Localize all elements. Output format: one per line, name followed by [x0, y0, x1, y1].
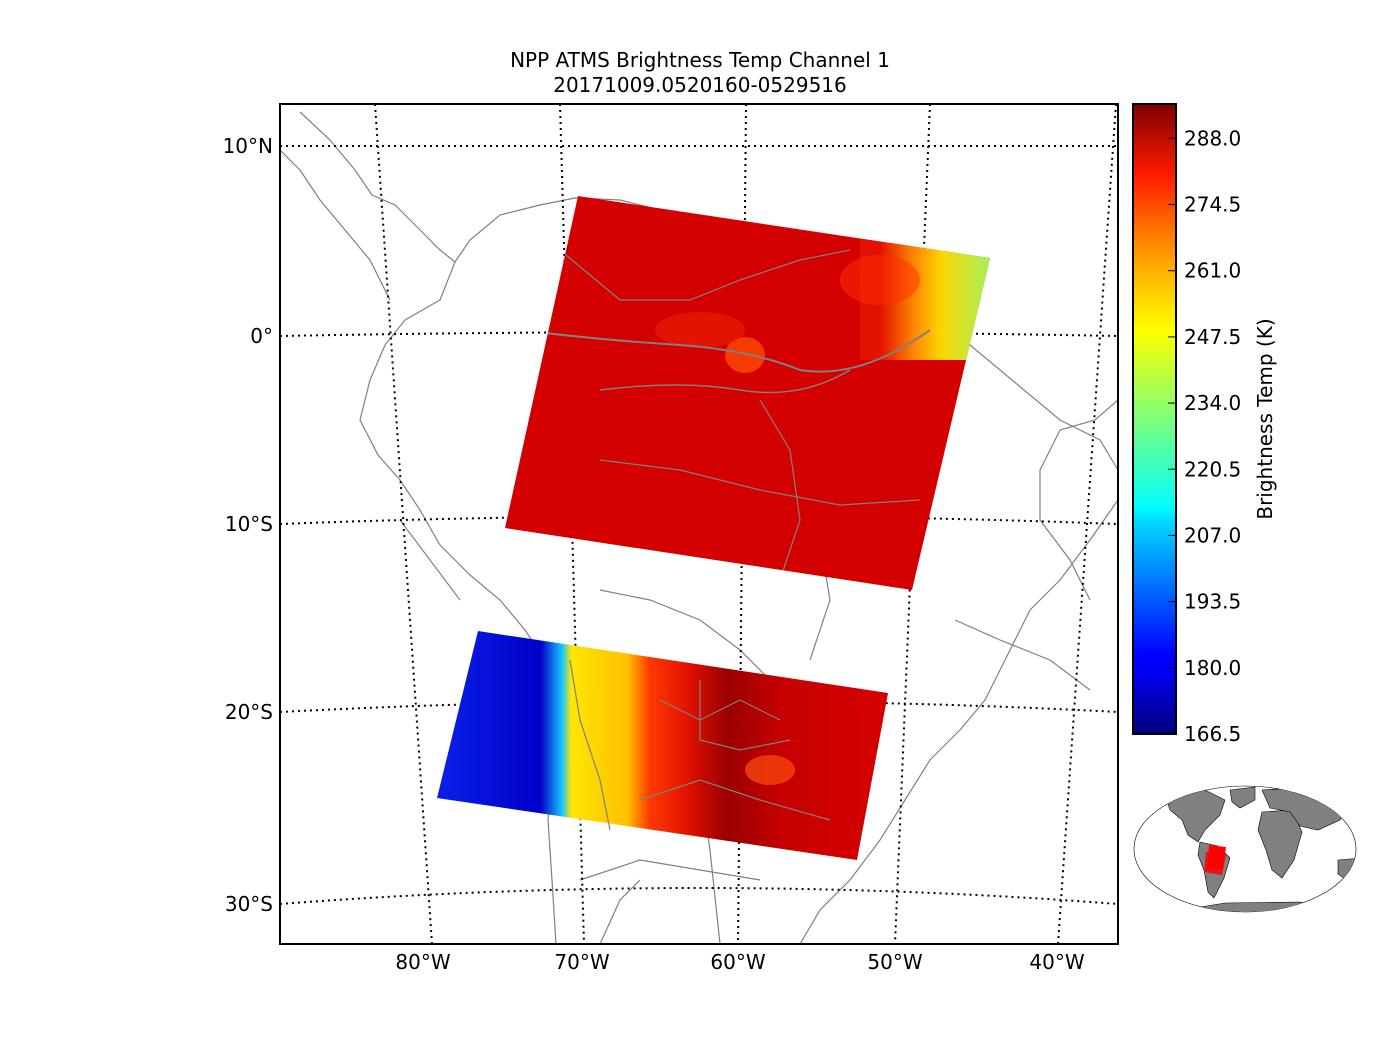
lon-label: 50°W	[867, 950, 922, 974]
colorbar-tick-label: 261.0	[1184, 259, 1241, 283]
map-subtitle: 20171009.0520160-0529516	[553, 73, 847, 97]
lat-label: 10°S	[225, 512, 273, 536]
colorbar-tick-label: 247.5	[1184, 325, 1241, 349]
lon-label: 60°W	[710, 950, 765, 974]
colorbar	[1132, 103, 1177, 735]
lat-label: 30°S	[225, 892, 273, 916]
map-frame	[279, 103, 1119, 945]
lat-label: 20°S	[225, 700, 273, 724]
swath-south	[437, 631, 888, 860]
lon-label: 70°W	[554, 950, 609, 974]
colorbar-tick-label: 207.0	[1184, 523, 1241, 547]
colorbar-tick-label: 288.0	[1184, 126, 1241, 150]
colorbar-tick-label: 274.5	[1184, 193, 1241, 217]
colorbar-tick-label: 234.0	[1184, 391, 1241, 415]
map-title: NPP ATMS Brightness Temp Channel 1	[510, 48, 890, 72]
colorbar-tick-label: 180.0	[1184, 656, 1241, 680]
colorbar-tick-label: 193.5	[1184, 590, 1241, 614]
swath-north	[505, 196, 990, 590]
lat-label: 0°	[250, 324, 273, 348]
lon-label: 40°W	[1029, 950, 1084, 974]
lon-label: 80°W	[395, 950, 450, 974]
colorbar-label: Brightness Temp (K)	[1253, 318, 1277, 519]
lat-label: 10°N	[223, 134, 273, 158]
colorbar-tick-label: 166.5	[1184, 722, 1241, 746]
colorbar-ticks: 288.0 274.5 261.0 247.5 234.0 220.5 207.0 193.5…	[1168, 126, 1241, 746]
inset-globe	[1133, 785, 1357, 913]
colorbar-tick-label: 220.5	[1184, 457, 1241, 481]
